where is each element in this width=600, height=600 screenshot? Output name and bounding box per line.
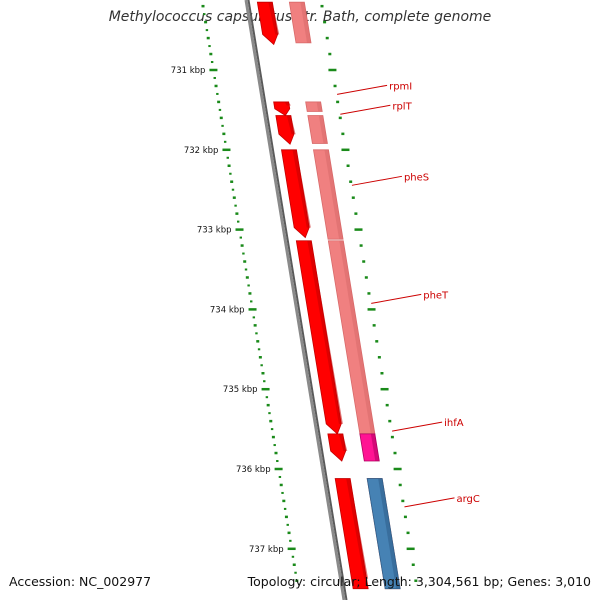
feature-unnamed-cds[interactable] [273, 101, 291, 117]
gene-label-pheS[interactable]: pheS [404, 172, 429, 183]
label-leader-line [391, 421, 443, 432]
tick-label-736: 736 kbp [236, 465, 271, 475]
feature-shading [378, 478, 401, 589]
feature-shading [284, 101, 291, 106]
gene-label-ihfA[interactable]: ihfA [444, 418, 464, 429]
label-leader-line [371, 293, 422, 304]
feature-shading [292, 149, 311, 228]
feature-ihfA-cds[interactable] [327, 433, 348, 462]
feature-shading [339, 240, 375, 434]
feature-shape[interactable] [334, 478, 369, 590]
tick-label-734: 734 kbp [210, 305, 245, 315]
tick-label-732: 732 kbp [184, 146, 219, 156]
feature-shading [338, 433, 348, 452]
feature-shading [346, 478, 369, 579]
feature-pheT-cds[interactable] [295, 240, 343, 435]
tick-label-735: 735 kbp [223, 385, 258, 395]
label-leader-line [336, 84, 388, 95]
feature-rpmI-cds_light[interactable] [305, 101, 323, 112]
genome-backbone [244, 0, 348, 600]
backbone-shadow [247, 0, 348, 600]
gene-label-rplT[interactable]: rplT [392, 101, 412, 112]
tick-label-733: 733 kbp [197, 226, 232, 236]
feature-pheS-cds[interactable] [280, 149, 311, 239]
feature-ihfA-trna_like[interactable] [359, 433, 380, 462]
label-leader-line [404, 497, 455, 508]
label-leader-line [351, 175, 403, 186]
feature-unnamed-cds_light[interactable] [288, 1, 312, 44]
feature-rplT-cds[interactable] [275, 115, 296, 145]
tick-label-731: 731 kbp [171, 66, 206, 76]
feature-shading [307, 240, 343, 424]
backbone-line [244, 0, 346, 600]
feature-shading [370, 433, 380, 462]
genome-stats-text: Topology: circular; Length: 3,304,561 bp… [247, 574, 591, 589]
gene-label-argC[interactable]: argC [456, 494, 479, 505]
feature-argC-blue_feature[interactable] [366, 478, 401, 590]
feature-shading [316, 101, 323, 112]
label-leader-line [340, 104, 391, 115]
feature-rplT-cds_light[interactable] [307, 115, 328, 144]
accession-text: Accession: NC_002977 [9, 574, 152, 589]
feature-shading [324, 149, 344, 240]
feature-shading [300, 2, 312, 43]
gene-labels[interactable]: rpmI rplT pheS pheT ihfA argC [336, 81, 480, 508]
tick-label-737: 737 kbp [249, 545, 284, 555]
feature-pheS-cds_light[interactable] [312, 149, 344, 240]
scale-ticks: 731 kbp 732 kbp 733 kbp 734 kbp 735 kbp 736 k… [171, 4, 418, 582]
feature-unnamed-cds[interactable] [256, 1, 280, 46]
feature-shading [318, 115, 328, 144]
feature-track[interactable] [256, 1, 401, 590]
feature-argC-cds[interactable] [334, 478, 369, 590]
feature-shading [268, 2, 280, 35]
gene-label-pheT[interactable]: pheT [423, 290, 449, 301]
feature-shading [286, 115, 296, 135]
gene-label-rpmI[interactable]: rpmI [389, 81, 412, 92]
